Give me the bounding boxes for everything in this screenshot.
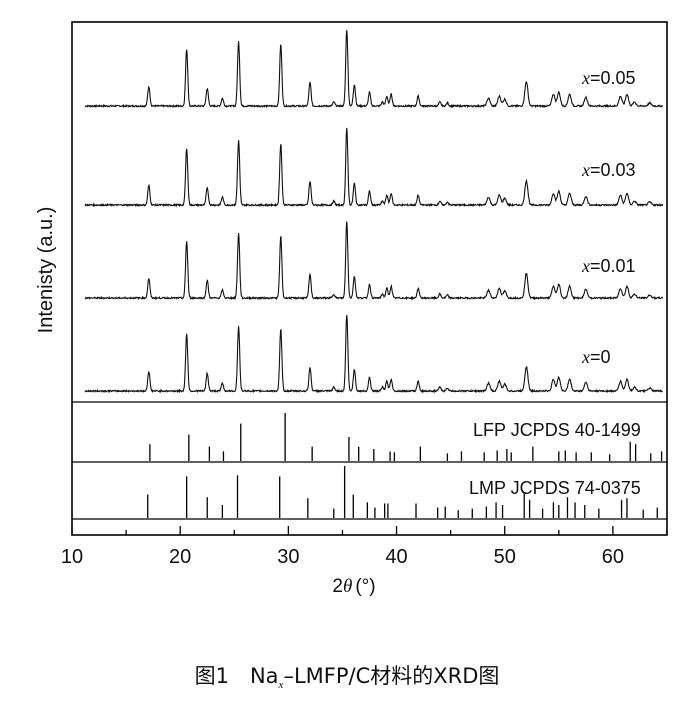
x-tick-label: 10 [61, 546, 83, 568]
x-axis-label: 2θ (°) [332, 576, 375, 597]
series-label-0: x=0.05 [581, 68, 636, 88]
series-label-2: x=0.01 [581, 256, 636, 276]
xrd-pattern-2 [84, 221, 664, 301]
reference-label-lmp: LMP JCPDS 74-0375 [469, 478, 641, 498]
x-tick-label: 50 [494, 546, 516, 568]
svg-text:x=0.05: x=0.05 [581, 68, 636, 88]
plot-border [71, 21, 668, 536]
plot-frame [71, 21, 668, 536]
caption-rest: –LMFP/C材料的XRD图 [283, 664, 500, 688]
reference-sticks-0 [149, 413, 663, 461]
y-axis-label: Intenisty (a.u.) [35, 207, 57, 334]
series-label-3: x=0 [581, 347, 611, 367]
xrd-pattern-0 [84, 30, 664, 109]
reference-label-lfp: LFP JCPDS 40-1499 [473, 420, 641, 440]
x-tick-label: 30 [277, 546, 299, 568]
x-tick-label: 20 [169, 546, 191, 568]
series-label-1: x=0.03 [581, 160, 636, 180]
svg-text:x=0.03: x=0.03 [581, 160, 636, 180]
xrd-pattern-1 [84, 127, 664, 208]
svg-text:x=0.01: x=0.01 [581, 256, 636, 276]
caption-compound: Na [249, 664, 279, 688]
xrd-pattern-3 [84, 315, 663, 394]
svg-text:x=0: x=0 [581, 347, 611, 367]
reference-sticks-1 [147, 466, 658, 518]
pattern-layer [84, 30, 664, 394]
caption-prefix: 图1 [194, 664, 229, 688]
x-tick-label: 60 [602, 546, 624, 568]
reference-layer [147, 413, 663, 518]
x-tick-label: 40 [385, 546, 407, 568]
caption-subscript: x [278, 679, 284, 692]
figure-caption: 图1 Nax–LMFP/C材料的XRD图 [0, 660, 694, 691]
tick-layer: 10 20 30 40 50 60 [61, 526, 668, 568]
